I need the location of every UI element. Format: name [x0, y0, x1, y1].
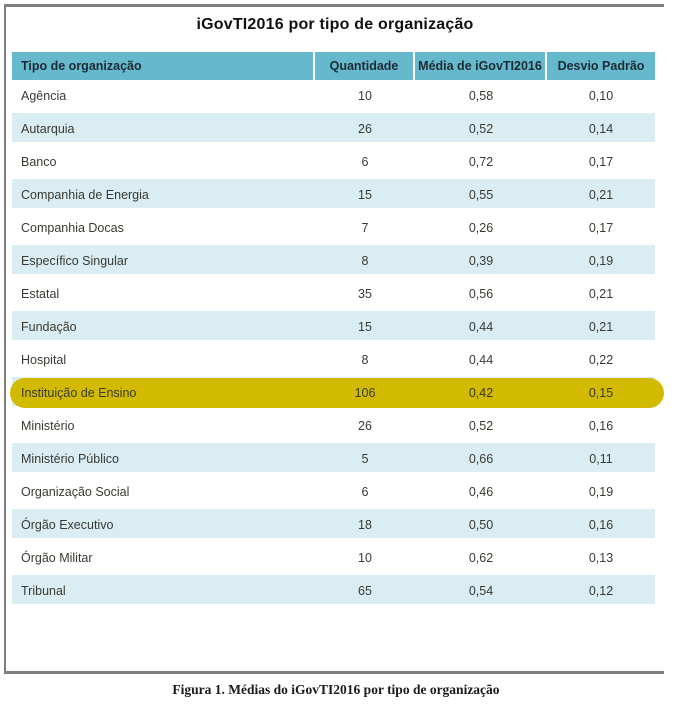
figure-frame: iGovTI2016 por tipo de organização Tipo …	[4, 4, 664, 674]
cell-desvio: 0,16	[588, 518, 614, 532]
table-header-row: Tipo de organização Quantidade Média de …	[12, 52, 655, 80]
cell-desvio: 0,17	[588, 155, 614, 169]
cell-desvio: 0,14	[588, 122, 614, 136]
cell-desvio: 0,21	[588, 287, 614, 301]
table-row: Organização Social 6 0,46 0,19	[12, 476, 655, 509]
cell-quantidade: 10	[358, 89, 372, 103]
table-row: Hospital 8 0,44 0,22	[12, 344, 655, 377]
cell-desvio: 0,22	[588, 353, 614, 367]
cell-tipo: Hospital	[21, 353, 67, 367]
cell-media: 0,58	[468, 89, 494, 103]
cell-quantidade: 6	[361, 155, 369, 169]
cell-tipo: Ministério	[21, 419, 75, 433]
cell-desvio: 0,21	[588, 188, 614, 202]
table-row: Companhia Docas 7 0,26 0,17	[12, 212, 655, 245]
cell-quantidade: 15	[358, 188, 372, 202]
table-body: Agência 10 0,58 0,10 Autarquia 26 0,52 0…	[10, 80, 664, 608]
cell-desvio: 0,17	[588, 221, 614, 235]
cell-quantidade: 65	[358, 584, 372, 598]
cell-media: 0,52	[468, 122, 494, 136]
cell-media: 0,44	[468, 320, 494, 334]
cell-tipo: Órgão Militar	[21, 551, 93, 565]
cell-quantidade: 26	[358, 122, 372, 136]
table-row: Companhia de Energia 15 0,55 0,21	[12, 179, 655, 212]
cell-desvio: 0,19	[588, 254, 614, 268]
table-row: Banco 6 0,72 0,17	[12, 146, 655, 179]
cell-desvio: 0,13	[588, 551, 614, 565]
cell-desvio: 0,15	[588, 386, 614, 400]
cell-quantidade: 26	[358, 419, 372, 433]
cell-media: 0,62	[468, 551, 494, 565]
table-row: Autarquia 26 0,52 0,14	[12, 113, 655, 146]
cell-media: 0,46	[468, 485, 494, 499]
cell-tipo: Companhia de Energia	[21, 188, 149, 202]
cell-tipo: Banco	[21, 155, 57, 169]
cell-media: 0,56	[468, 287, 494, 301]
cell-desvio: 0,12	[588, 584, 614, 598]
cell-media: 0,54	[468, 584, 494, 598]
column-header-desvio: Desvio Padrão	[557, 59, 645, 73]
cell-desvio: 0,16	[588, 419, 614, 433]
cell-tipo: Agência	[21, 89, 67, 103]
cell-tipo: Companhia Docas	[21, 221, 124, 235]
cell-tipo: Específico Singular	[21, 254, 129, 268]
table-row: Órgão Executivo 18 0,50 0,16	[12, 509, 655, 542]
cell-media: 0,72	[468, 155, 494, 169]
cell-tipo: Fundação	[21, 320, 77, 334]
cell-media: 0,52	[468, 419, 494, 433]
table-row: Instituição de Ensino 106 0,42 0,15	[10, 377, 664, 410]
cell-quantidade: 7	[361, 221, 369, 235]
table-row: Órgão Militar 10 0,62 0,13	[12, 542, 655, 575]
cell-media: 0,50	[468, 518, 494, 532]
column-header-tipo: Tipo de organização	[12, 52, 315, 80]
cell-media: 0,55	[468, 188, 494, 202]
table-row: Específico Singular 8 0,39 0,19	[12, 245, 655, 278]
cell-media: 0,26	[468, 221, 494, 235]
column-header-quantidade: Quantidade	[315, 52, 415, 80]
table-row: Ministério 26 0,52 0,16	[12, 410, 655, 443]
table-row: Tribunal 65 0,54 0,12	[12, 575, 655, 608]
cell-tipo: Ministério Público	[21, 452, 119, 466]
data-table: Tipo de organização Quantidade Média de …	[10, 52, 664, 608]
table-title: iGovTI2016 por tipo de organização	[196, 16, 474, 33]
highlight-marker	[10, 378, 664, 408]
cell-desvio: 0,21	[588, 320, 614, 334]
table-row: Agência 10 0,58 0,10	[12, 80, 655, 113]
cell-media: 0,42	[468, 386, 494, 400]
cell-media: 0,39	[468, 254, 494, 268]
column-header-media: Média de iGovTI2016	[415, 52, 547, 80]
cell-tipo: Instituição de Ensino	[21, 386, 137, 400]
cell-tipo: Tribunal	[21, 584, 66, 598]
cell-tipo: Organização Social	[21, 485, 130, 499]
cell-media: 0,44	[468, 353, 494, 367]
cell-desvio: 0,10	[588, 89, 614, 103]
cell-desvio: 0,19	[588, 485, 614, 499]
cell-media: 0,66	[468, 452, 494, 466]
cell-quantidade: 8	[361, 254, 369, 268]
cell-quantidade: 18	[358, 518, 372, 532]
cell-tipo: Órgão Executivo	[21, 518, 114, 532]
cell-desvio: 0,11	[589, 452, 613, 466]
figure-caption: Figura 1. Médias do iGovTI2016 por tipo …	[172, 682, 500, 697]
cell-quantidade: 15	[358, 320, 372, 334]
cell-quantidade: 35	[358, 287, 372, 301]
cell-quantidade: 5	[361, 452, 369, 466]
cell-quantidade: 106	[354, 386, 376, 400]
table-row: Fundação 15 0,44 0,21	[12, 311, 655, 344]
table-row: Ministério Público 5 0,66 0,11	[12, 443, 655, 476]
cell-quantidade: 6	[361, 485, 369, 499]
cell-tipo: Autarquia	[21, 122, 75, 136]
cell-quantidade: 10	[358, 551, 372, 565]
table-row: Estatal 35 0,56 0,21	[12, 278, 655, 311]
cell-tipo: Estatal	[21, 287, 60, 301]
cell-quantidade: 8	[361, 353, 369, 367]
